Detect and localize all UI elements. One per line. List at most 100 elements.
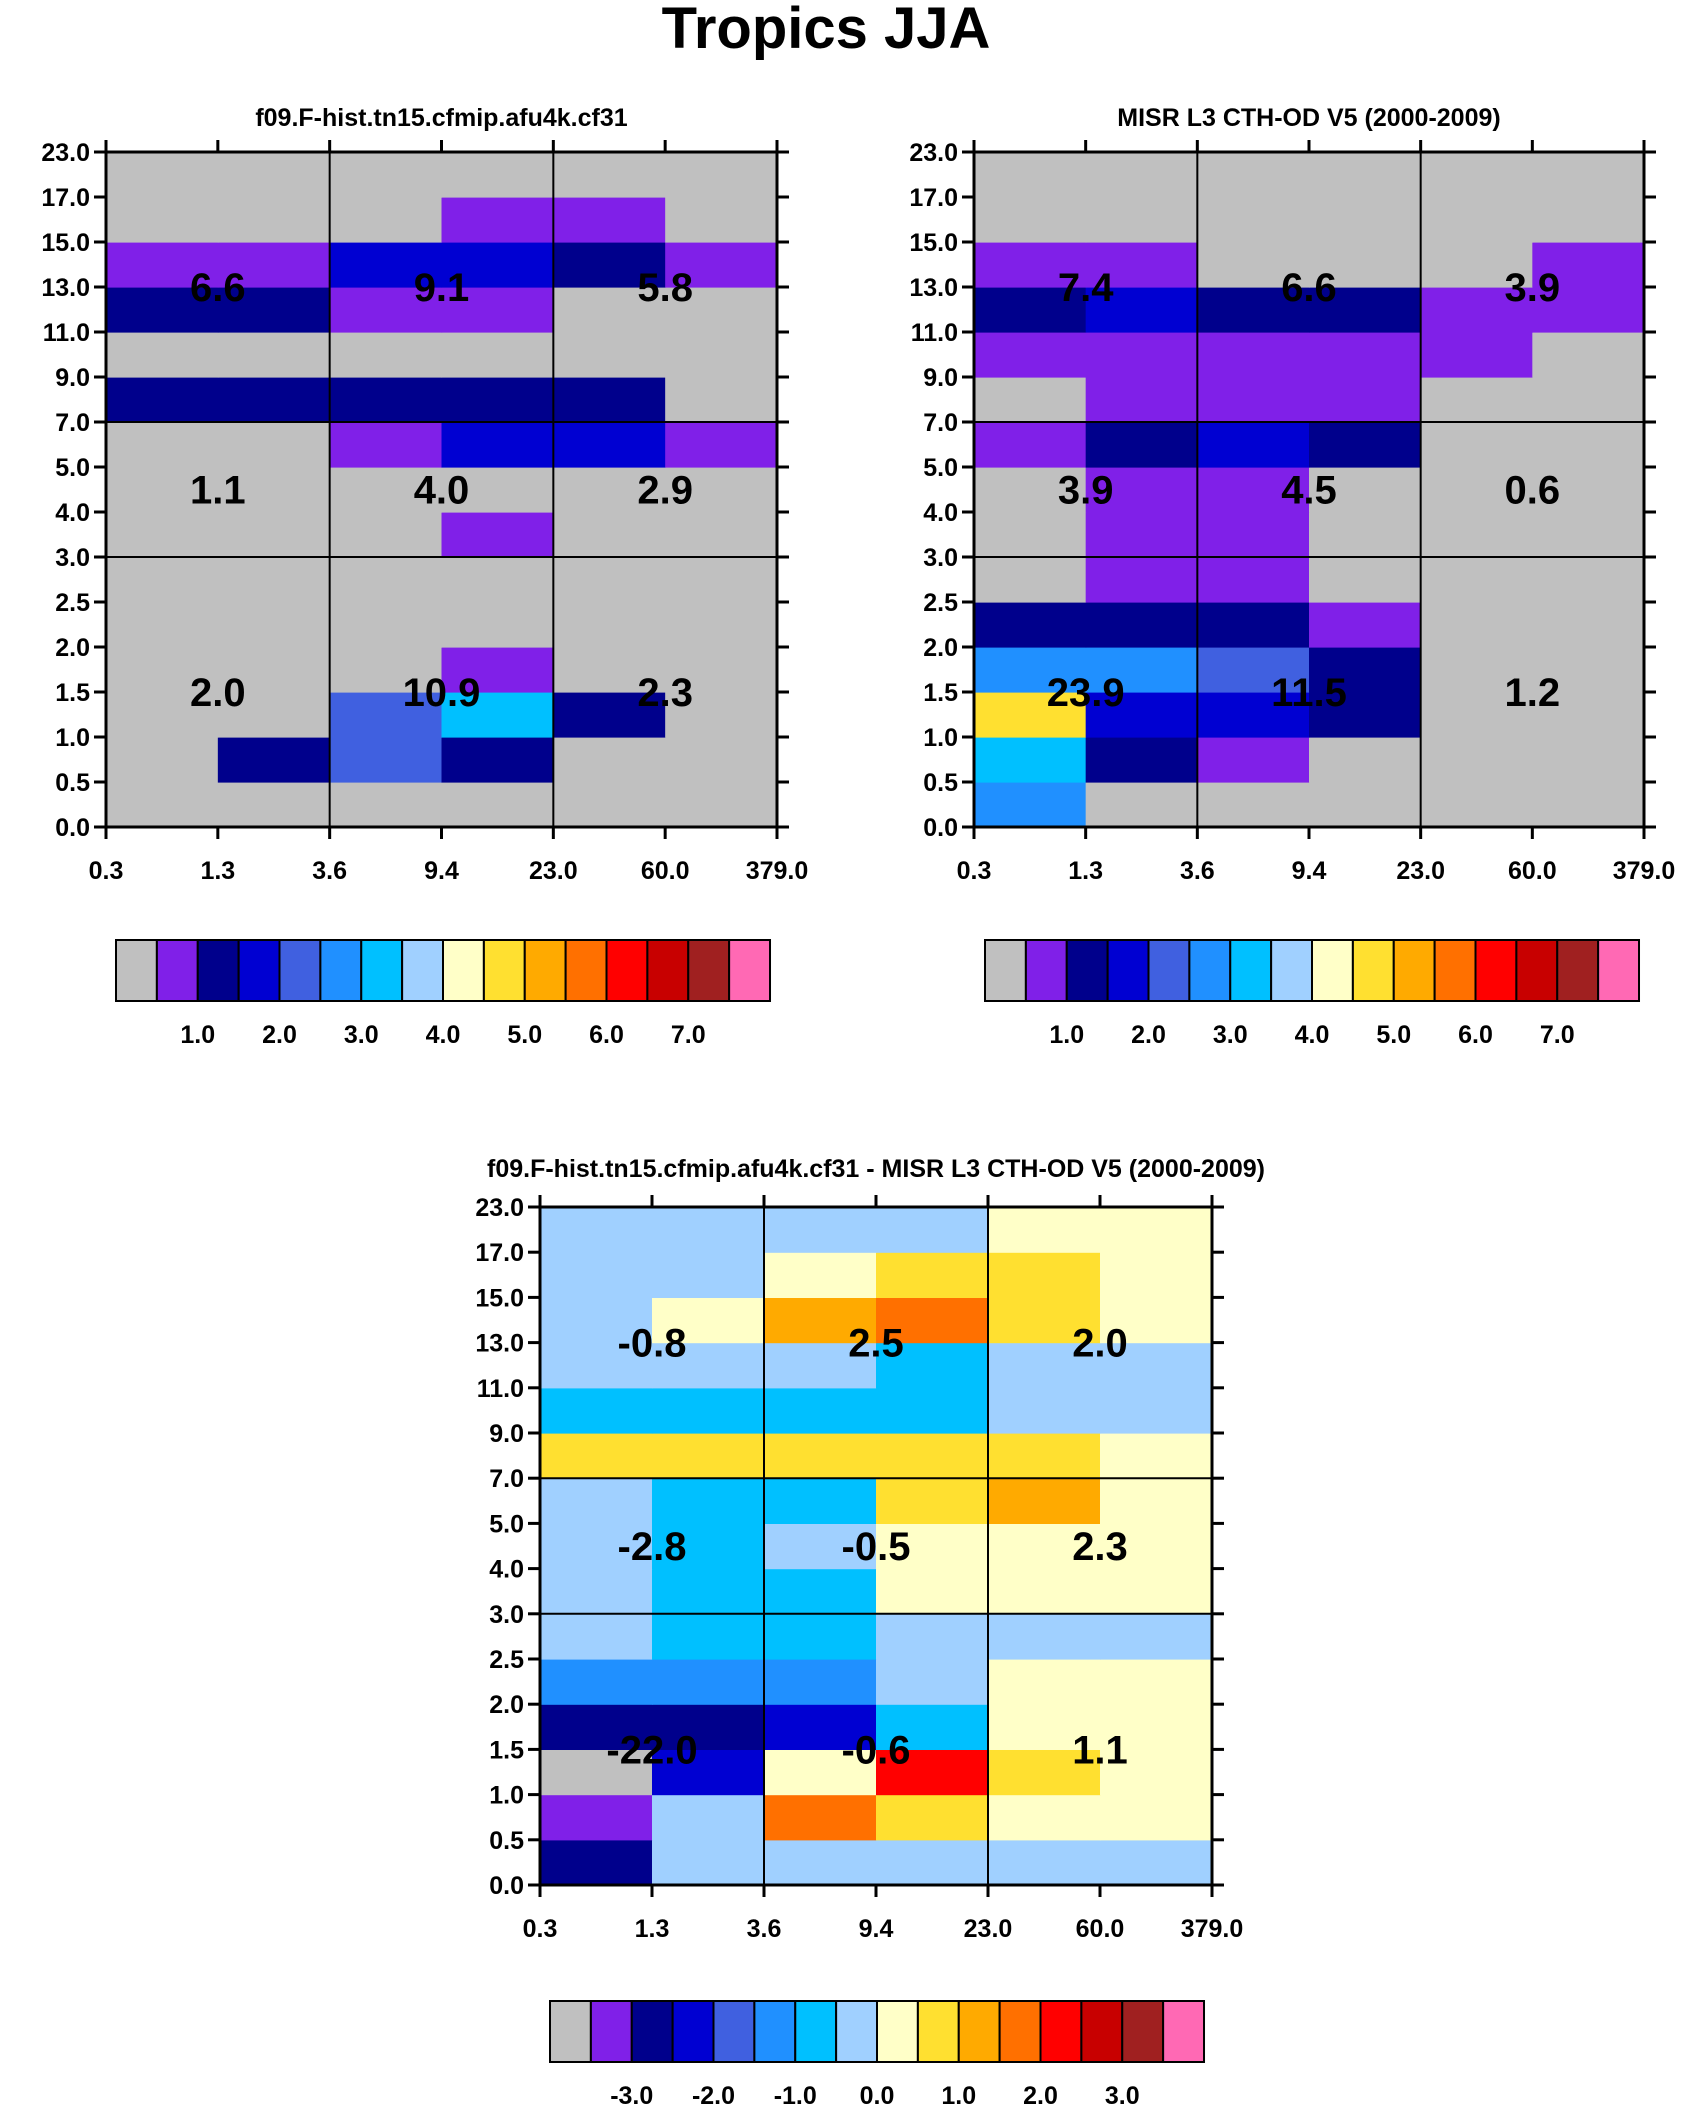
heatmap-cell [441,692,554,738]
heatmap-cell [1309,377,1422,423]
heatmap-cell [1197,512,1310,558]
heatmap-cell [1100,1839,1213,1886]
heatmap-cell [1532,332,1645,378]
heatmap-cell [1100,1478,1213,1524]
y-tick-label: 7.0 [55,409,90,437]
heatmap-cell [1532,602,1645,648]
block-value-label: 2.0 [1072,1322,1128,1366]
block-value-label: -2.8 [618,1525,687,1569]
heatmap-cell [1085,242,1198,288]
colorbar-label: -1.0 [774,2082,817,2109]
heatmap-cell [974,647,1087,693]
colorbar-label: 7.0 [671,1021,706,1049]
heatmap-cell [217,737,331,783]
heatmap-cell [988,1704,1101,1750]
colorbar-label: 0.0 [860,2082,895,2109]
colorbar-swatch [916,2000,960,2063]
colorbar-label: 7.0 [1540,1021,1575,1049]
colorbar-swatch [1351,939,1395,1002]
colorbar-swatch [1556,939,1600,1002]
heatmap-cell [764,1613,877,1660]
y-tick-label: 13.0 [41,274,90,302]
colorbar-swatch [360,939,404,1002]
heatmap-cell [988,1659,1101,1705]
block-value-label: 6.6 [190,266,246,310]
heatmap-cell [540,1659,653,1705]
colorbar-swatch [1147,939,1191,1002]
y-tick-label: 4.0 [923,499,958,527]
heatmap-cell [1420,152,1533,198]
y-tick-label: 3.0 [489,1601,524,1629]
x-tick-label: 23.0 [1396,857,1445,885]
colorbar-label: 3.0 [1105,2082,1140,2109]
y-tick-label: 3.0 [923,544,958,572]
colorbar-label: 1.0 [941,2082,976,2109]
heatmap-cell [1197,647,1310,693]
y-tick-label: 2.0 [55,634,90,662]
colorbar-swatch [1162,2000,1206,2063]
heatmap-cell [1100,1297,1213,1344]
heatmap-cell [652,1704,765,1750]
colorbar-swatch [876,2000,919,2063]
heatmap-cell [441,467,554,513]
x-tick-label: 3.6 [747,1915,782,1943]
colorbar-swatch [753,2000,797,2063]
heatmap-cell [1197,692,1310,738]
colorbar-swatch [1433,939,1477,1002]
heatmap-cell [876,1839,989,1886]
heatmap-cell [540,1387,653,1434]
heatmap-cell [1197,737,1310,783]
y-tick-label: 2.0 [489,1691,524,1719]
heatmap-cell [665,197,778,243]
heatmap-cell [665,377,778,423]
heatmap-cell [1197,602,1310,648]
y-tick-label: 3.0 [55,544,90,572]
colorbar-swatch [957,2000,1001,2063]
heatmap-cell [1532,512,1645,558]
heatmap-cell [665,557,778,603]
heatmap-cell [1197,332,1310,378]
heatmap-cell [441,647,554,693]
heatmap-cell [217,242,331,288]
heatmap-cell [665,422,778,468]
colorbar-swatch [442,939,485,1002]
heatmap-cell [553,287,666,333]
colorbar-label: 5.0 [1376,1021,1411,1049]
heatmap-cell [1197,377,1310,423]
heatmap-cell [1532,287,1645,333]
y-tick-label: 0.5 [489,1827,524,1855]
heatmap-cell [1100,1342,1213,1389]
heatmap-cell [1420,692,1533,738]
heatmap-cell [441,197,554,243]
heatmap-cell [652,1749,765,1796]
heatmap-cell [106,242,219,288]
heatmap-cell [553,242,666,288]
colorbar-label: 2.0 [1131,1021,1166,1049]
heatmap-cell [1100,1523,1213,1570]
colorbar-swatch [728,939,772,1002]
block-value-label: 6.6 [1281,266,1337,310]
x-tick-label: 60.0 [1076,1915,1125,1943]
block-value-label: 3.9 [1058,469,1114,513]
heatmap-cell [217,557,331,603]
heatmap-cell [217,197,331,243]
heatmap-cell [329,242,443,288]
heatmap-cell [1100,1659,1213,1705]
heatmap-cell [764,1568,877,1615]
obs-panel: MISR L3 CTH-OD V5 (2000-2009) 0.3 1.3 3.6 9.… [909,104,1675,1049]
colorbar-swatch [549,2000,592,2063]
heatmap-cell [217,332,331,378]
x-tick-label: 1.3 [1068,857,1103,885]
heatmap-cell [553,377,666,423]
heatmap-cell [217,422,331,468]
heatmap-cell [988,1568,1101,1615]
heatmap-cell [106,197,219,243]
block-value-label: 2.9 [637,469,693,513]
heatmap-cell [876,1749,989,1796]
heatmap-cell [974,602,1087,648]
heatmap-cell [1420,782,1533,828]
x-tick-label: 379.0 [1181,1915,1244,1943]
heatmap-cell [1100,1433,1213,1479]
heatmap-cell [1420,242,1533,288]
